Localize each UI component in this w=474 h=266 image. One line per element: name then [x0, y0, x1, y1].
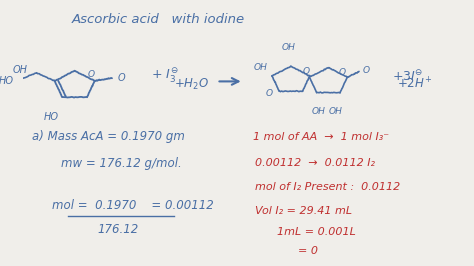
Text: a) Mass AcA = 0.1970 gm: a) Mass AcA = 0.1970 gm [32, 130, 185, 143]
Text: O: O [339, 68, 346, 77]
Text: 1 mol of AA  →  1 mol I₃⁻: 1 mol of AA → 1 mol I₃⁻ [253, 132, 389, 142]
Text: HO: HO [44, 112, 58, 122]
Text: 176.12: 176.12 [97, 223, 138, 236]
Text: 1mL = 0.001L: 1mL = 0.001L [277, 227, 356, 237]
Text: OH: OH [312, 107, 326, 116]
Text: $+3I^{\ominus}$: $+3I^{\ominus}$ [392, 69, 424, 84]
Text: OH: OH [328, 107, 343, 116]
Text: O: O [363, 66, 370, 75]
Text: OH: OH [254, 63, 267, 72]
Text: OH: OH [282, 43, 296, 52]
Text: $+2H^{+}$: $+2H^{+}$ [397, 76, 432, 92]
Text: Vol I₂ = 29.41 mL: Vol I₂ = 29.41 mL [255, 206, 352, 216]
Text: mol =  0.1970    = 0.00112: mol = 0.1970 = 0.00112 [52, 199, 214, 212]
Text: $+\ I_3^{\ominus}$: $+\ I_3^{\ominus}$ [151, 67, 179, 85]
Text: O: O [118, 73, 125, 83]
Text: 0.00112  →  0.0112 I₂: 0.00112 → 0.0112 I₂ [255, 159, 375, 168]
Text: = 0: = 0 [298, 246, 318, 256]
Text: O: O [265, 89, 273, 98]
Text: mol of I₂ Present :  0.0112: mol of I₂ Present : 0.0112 [255, 182, 400, 192]
Text: mw = 176.12 g/mol.: mw = 176.12 g/mol. [61, 157, 182, 170]
Text: $+H_2O$: $+H_2O$ [174, 77, 209, 92]
Text: OH: OH [13, 65, 27, 75]
Text: Ascorbic acid   with iodine: Ascorbic acid with iodine [72, 13, 245, 26]
Text: HO: HO [0, 76, 14, 86]
Text: O: O [88, 70, 95, 79]
Text: O: O [302, 66, 310, 76]
